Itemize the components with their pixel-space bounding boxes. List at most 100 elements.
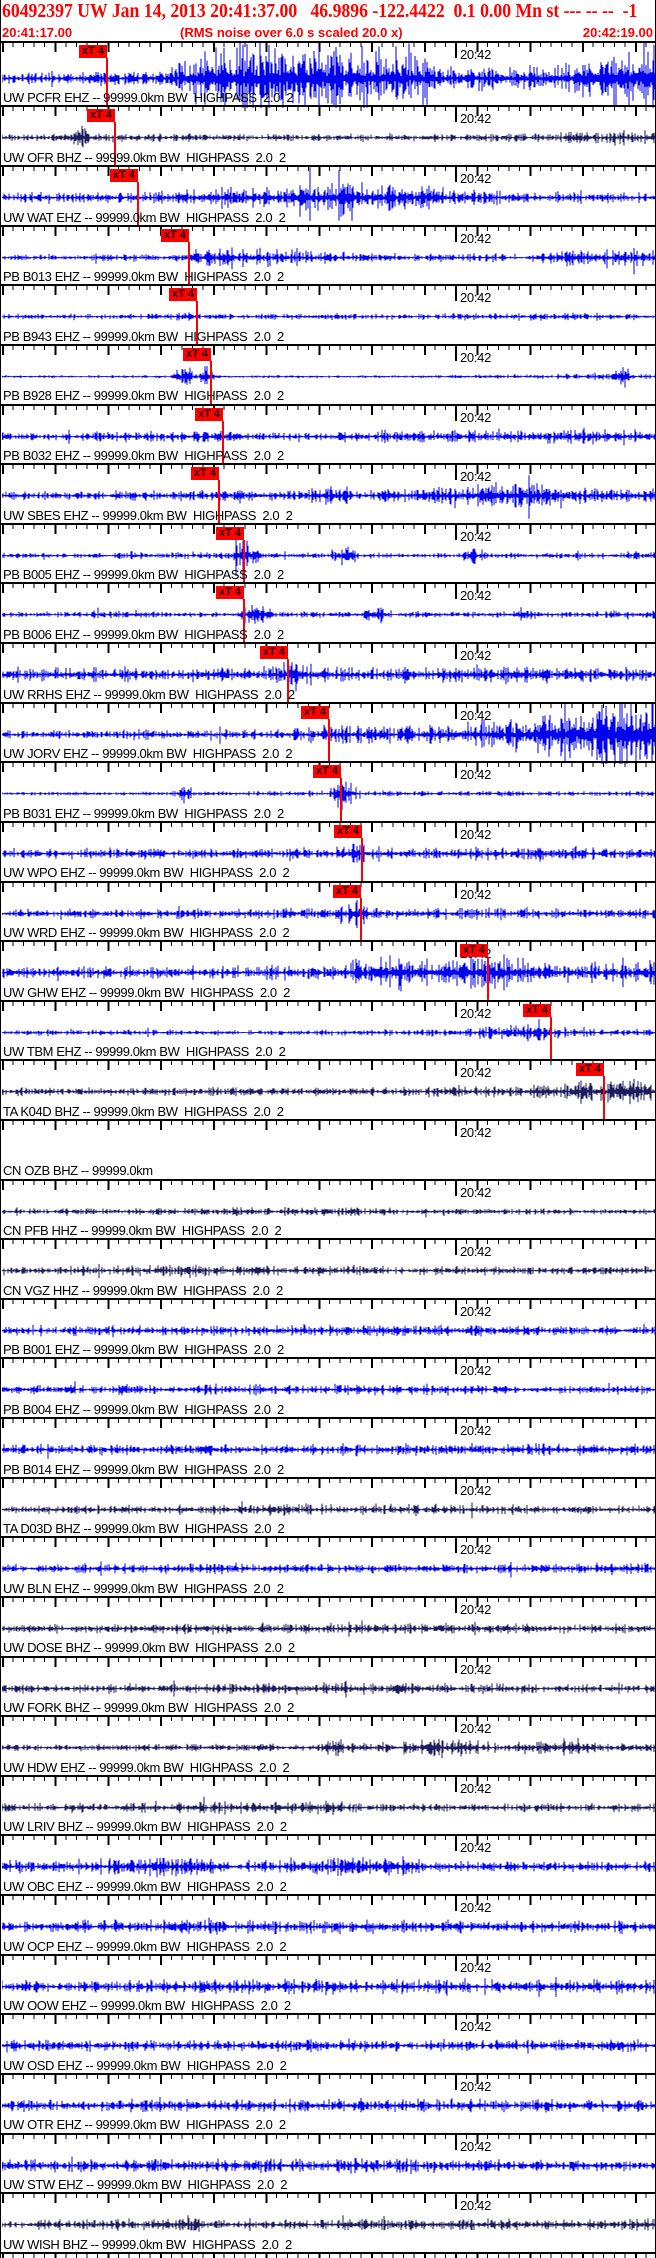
waveform-trace[interactable] bbox=[2, 942, 656, 1002]
trace-row[interactable]: 20:42 UW OOW EHZ -- 99999.0km BW HIGHPASS… bbox=[1, 1953, 656, 2016]
phase-pick-flag[interactable]: xT 4 bbox=[333, 884, 361, 898]
trace-row[interactable]: 20:42 xT 4 PB B005 EHZ -- 99999.0km BW HIG… bbox=[1, 522, 656, 585]
trace-row[interactable]: 20:42 PB B004 EHZ -- 99999.0km BW HIGHPAS… bbox=[1, 1357, 656, 1419]
waveform-trace[interactable] bbox=[2, 1717, 656, 1777]
phase-pick-flag[interactable]: xT 4 bbox=[460, 944, 488, 958]
window-end-time: 20:42:19.00 bbox=[582, 25, 653, 40]
waveform-trace[interactable] bbox=[2, 406, 656, 466]
trace-station-label: CN OZB BHZ -- 99999.0km bbox=[3, 1163, 153, 1179]
trace-row[interactable]: 20:42 UW STW EHZ -- 99999.0km BW HIGHPASS… bbox=[1, 2132, 656, 2195]
minute-label: 20:42 bbox=[460, 1124, 492, 1140]
trace-row[interactable]: 20:42 xT 4 PB B013 EHZ -- 99999.0km BW HIG… bbox=[1, 224, 656, 287]
waveform-trace[interactable] bbox=[2, 2015, 656, 2075]
waveform-trace[interactable] bbox=[2, 644, 656, 704]
trace-row[interactable]: 20:42 xT 4 UW TBM EHZ -- 99999.0km BW HIGH… bbox=[1, 999, 656, 1062]
trace-row[interactable]: 20:42 PB B014 EHZ -- 99999.0km BW HIGHPAS… bbox=[1, 1417, 656, 1479]
trace-row[interactable]: 20:42 UW BLN EHZ -- 99999.0km BW HIGHPASS… bbox=[1, 1536, 656, 1598]
phase-pick-flag[interactable]: xT 4 bbox=[216, 586, 244, 600]
phase-pick-flag[interactable]: xT 4 bbox=[183, 347, 211, 361]
waveform-trace[interactable] bbox=[2, 2075, 656, 2135]
waveform-trace[interactable] bbox=[2, 703, 656, 764]
phase-pick-flag[interactable]: xT 4 bbox=[161, 228, 189, 242]
minute-tick bbox=[455, 584, 457, 600]
phase-pick-flag[interactable]: xT 4 bbox=[260, 646, 288, 659]
trace-row[interactable]: 20:42 CN PFB HHZ -- 99999.0km BW HIGHPASS… bbox=[1, 1178, 656, 1241]
waveform-trace[interactable] bbox=[2, 1419, 656, 1479]
phase-pick-flag[interactable]: xT 4 bbox=[110, 169, 138, 182]
trace-row[interactable]: 20:42 UW HDW EHZ -- 99999.0km BW HIGHPASS… bbox=[1, 1715, 656, 1777]
waveform-trace[interactable] bbox=[2, 525, 656, 585]
waveform-trace[interactable] bbox=[2, 227, 656, 287]
phase-pick-flag[interactable]: xT 4 bbox=[334, 824, 362, 838]
trace-row[interactable]: 20:42 xT 4 TA K04D BHZ -- 99999.0km BW HIG… bbox=[1, 1059, 656, 1121]
trace-row[interactable]: 20:42 UW OTR EHZ -- 99999.0km BW HIGHPASS… bbox=[1, 2072, 656, 2135]
waveform-trace[interactable] bbox=[2, 1479, 656, 1539]
waveform-trace[interactable] bbox=[2, 1538, 656, 1598]
trace-row[interactable]: 20:42 UW FORK BHZ -- 99999.0km BW HIGHPAS… bbox=[1, 1655, 656, 1718]
trace-row[interactable]: 20:42 UW OCP EHZ -- 99999.0km BW HIGHPASS… bbox=[1, 1894, 656, 1956]
trace-row[interactable]: 20:42 CN OZB BHZ -- 99999.0km bbox=[1, 1118, 655, 1179]
trace-row[interactable]: 20:42 xT 4 UW PCFR EHZ -- 99999.0km BW HIG… bbox=[1, 41, 656, 108]
waveform-trace[interactable] bbox=[2, 286, 656, 346]
waveform-trace[interactable] bbox=[2, 346, 656, 406]
waveform-trace[interactable] bbox=[2, 1598, 656, 1658]
trace-row[interactable]: 20:42 CN VGZ HHZ -- 99999.0km BW HIGHPASS… bbox=[1, 1238, 656, 1300]
waveform-trace[interactable] bbox=[2, 763, 656, 823]
phase-pick-flag[interactable]: xT 4 bbox=[313, 765, 341, 779]
trace-row[interactable]: 20:42 xT 4 PB B031 EHZ -- 99999.0km BW HIG… bbox=[1, 761, 656, 823]
phase-pick-flag[interactable]: xT 4 bbox=[79, 45, 107, 58]
trace-row[interactable]: 20:42 xT 4 PB B928 EHZ -- 99999.0km BW HIG… bbox=[1, 343, 656, 406]
trace-row[interactable]: 20:42 UW LRIV BHZ -- 99999.0km BW HIGHPAS… bbox=[1, 1774, 656, 1837]
trace-row[interactable]: 20:42 xT 4 PB B006 EHZ -- 99999.0km BW HIG… bbox=[1, 582, 656, 644]
waveform-trace[interactable] bbox=[2, 2135, 656, 2195]
waveform-trace[interactable] bbox=[2, 167, 656, 227]
waveform-trace[interactable] bbox=[2, 584, 656, 644]
trace-row[interactable]: 20:42 UW OBC EHZ -- 99999.0km BW HIGHPASS… bbox=[1, 1834, 656, 1896]
waveform-trace[interactable] bbox=[2, 1658, 656, 1718]
phase-pick-flag[interactable]: xT 4 bbox=[216, 526, 244, 540]
waveform-trace[interactable] bbox=[2, 1359, 656, 1419]
trace-row[interactable]: 20:42 xT 4 UW WAT EHZ -- 99999.0km BW HIGH… bbox=[1, 165, 656, 227]
trace-station-label: CN VGZ HHZ -- 99999.0km BW HIGHPASS 2.0 … bbox=[3, 1282, 283, 1298]
waveform-trace[interactable] bbox=[2, 1061, 656, 1121]
waveform-trace[interactable] bbox=[2, 883, 656, 943]
trace-row[interactable]: 20:42 xT 4 PB B032 EHZ -- 99999.0km BW HIG… bbox=[1, 403, 656, 466]
trace-row[interactable]: 20:42 UW DOSE BHZ -- 99999.0km BW HIGHPAS… bbox=[1, 1595, 656, 1658]
waveform-trace[interactable] bbox=[2, 1896, 656, 1956]
trace-row[interactable]: 20:42 UW OSD EHZ -- 99999.0km BW HIGHPASS… bbox=[1, 2013, 656, 2075]
waveform-trace[interactable] bbox=[2, 1300, 656, 1360]
minute-tick bbox=[455, 1538, 457, 1554]
trace-row[interactable]: 20:42 xT 4 UW JORV EHZ -- 99999.0km BW HIG… bbox=[1, 701, 656, 764]
waveform-trace[interactable] bbox=[2, 1956, 656, 2016]
phase-pick-flag[interactable]: xT 4 bbox=[191, 467, 219, 481]
trace-row[interactable]: 20:42 xT 4 UW WPO EHZ -- 99999.0km BW HIGH… bbox=[1, 820, 656, 883]
waveform-trace[interactable] bbox=[2, 1240, 656, 1300]
waveform-trace[interactable] bbox=[2, 1181, 656, 1241]
phase-pick-flag[interactable]: xT 4 bbox=[169, 288, 197, 302]
trace-row[interactable]: 20:42 UW WISH BHZ -- 99999.0km BW HIGHPAS… bbox=[1, 2192, 656, 2254]
phase-pick-flag[interactable]: xT 4 bbox=[576, 1063, 604, 1077]
waveform-trace[interactable] bbox=[2, 2194, 656, 2254]
phase-pick-flag[interactable]: xT 4 bbox=[523, 1003, 551, 1017]
trace-row[interactable]: 20:42 xT 4 UW OFR BHZ -- 99999.0km BW HIGH… bbox=[1, 105, 656, 167]
trace-row[interactable]: 20:42 xT 4 UW SBES EHZ -- 99999.0km BW HIG… bbox=[1, 463, 656, 525]
phase-pick-flag[interactable]: xT 4 bbox=[301, 705, 329, 719]
trace-row[interactable]: 20:42 xT 4 UW RRHS EHZ -- 99999.0km BW HIG… bbox=[1, 642, 656, 704]
phase-pick-flag[interactable]: xT 4 bbox=[87, 109, 115, 123]
waveform-trace[interactable] bbox=[2, 43, 656, 108]
trace-row[interactable]: 20:42 PB B001 EHZ -- 99999.0km BW HIGHPAS… bbox=[1, 1297, 656, 1360]
waveform-trace[interactable] bbox=[2, 1777, 656, 1837]
waveform-trace[interactable] bbox=[2, 1002, 656, 1062]
trace-row[interactable]: 20:42 xT 4 UW WRD EHZ -- 99999.0km BW HIGH… bbox=[1, 880, 656, 943]
phase-pick-flag[interactable]: xT 4 bbox=[195, 407, 223, 421]
trace-station-label: UW BLN EHZ -- 99999.0km BW HIGHPASS 2.0 … bbox=[3, 1580, 284, 1596]
trace-row[interactable]: 20:42 xT 4 PB B943 EHZ -- 99999.0km BW HIG… bbox=[1, 284, 656, 346]
trace-row[interactable]: 20:42 TA D03D BHZ -- 99999.0km BW HIGHPAS… bbox=[1, 1476, 656, 1539]
waveform-trace[interactable] bbox=[2, 465, 656, 525]
waveform-trace[interactable] bbox=[2, 107, 656, 167]
waveform-trace[interactable] bbox=[2, 823, 656, 883]
waveform-trace[interactable] bbox=[2, 1836, 656, 1896]
phase-pick-line bbox=[287, 659, 289, 704]
